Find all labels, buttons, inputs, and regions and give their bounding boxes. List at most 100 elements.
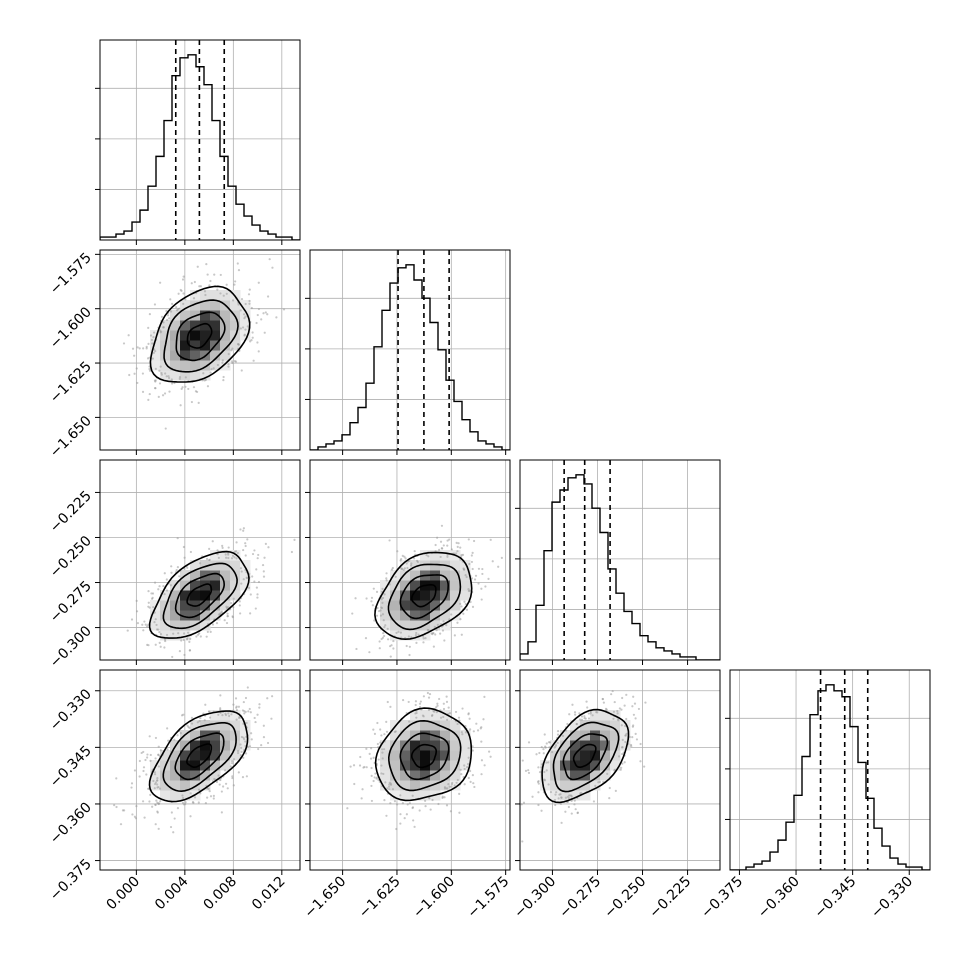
scatter-point (224, 769, 227, 772)
scatter-point (225, 605, 228, 608)
scatter-point (439, 716, 443, 719)
scatter-point (182, 638, 185, 642)
scatter-point (239, 567, 243, 570)
scatter-point (467, 587, 470, 591)
scatter-point (230, 557, 234, 560)
scatter-point (271, 266, 274, 269)
scatter-point (275, 316, 278, 319)
scatter-point (613, 769, 616, 772)
scatter-point (154, 823, 157, 826)
scatter-point (413, 825, 416, 828)
density-cell (150, 780, 161, 791)
scatter-point (257, 350, 260, 353)
scatter-point (527, 769, 530, 772)
density-cell (590, 770, 601, 781)
density-cell (450, 730, 461, 741)
density-cell (180, 370, 191, 381)
density-cell (210, 750, 221, 761)
scatter-point (147, 326, 150, 329)
scatter-point (379, 614, 383, 617)
density-cell (200, 560, 211, 571)
scatter-point (221, 359, 224, 362)
scatter-point (375, 590, 379, 593)
scatter-point (475, 722, 478, 725)
scatter-point (480, 740, 483, 743)
scatter-point (212, 794, 215, 798)
density-cell (380, 740, 391, 751)
scatter-point (614, 789, 617, 792)
scatter-point (153, 782, 157, 786)
scatter-point (179, 732, 182, 735)
hist-panel-0 (95, 39, 301, 245)
scatter-point (396, 550, 399, 553)
scatter-point (172, 632, 175, 635)
scatter-point (441, 796, 444, 800)
scatter-point (166, 727, 169, 730)
scatter-point (205, 635, 208, 638)
scatter-point (426, 628, 429, 632)
scatter-point (379, 741, 382, 744)
scatter-point (208, 284, 211, 287)
scatter-point (567, 805, 570, 809)
scatter-point (430, 714, 434, 718)
density-cell (200, 360, 211, 371)
scatter-point (365, 597, 368, 600)
density-cell (200, 300, 211, 311)
scatter-point (631, 705, 634, 708)
density-cell (450, 720, 461, 731)
density-cell (410, 720, 421, 731)
scatter-point (538, 770, 542, 774)
density-cell (610, 730, 621, 741)
scatter-point (462, 612, 465, 615)
scatter-point (198, 562, 202, 565)
contour-2 (387, 719, 462, 792)
scatter-point (239, 612, 242, 615)
density-cell (190, 350, 201, 361)
scatter-point (405, 644, 408, 648)
scatter-point (643, 765, 646, 768)
scatter-point (633, 702, 637, 705)
scatter-point (364, 636, 368, 640)
scatter-point (436, 702, 439, 705)
scatter-point (388, 788, 391, 791)
density-cell (450, 740, 461, 751)
density-cell (160, 360, 171, 371)
density-cell (570, 780, 581, 791)
scatter-point (385, 730, 389, 733)
scatter-point (445, 695, 448, 698)
scatter-point (472, 730, 475, 733)
scatter-point (445, 804, 449, 807)
density-cell (180, 340, 191, 351)
scatter-point (365, 766, 368, 769)
scatter-point (481, 567, 484, 571)
density-cell (460, 560, 471, 571)
density-cell (210, 570, 221, 581)
scatter-point (217, 613, 221, 616)
scatter-point (262, 312, 265, 315)
scatter-point (219, 694, 222, 697)
scatter-point (162, 584, 165, 588)
density-cell (410, 580, 421, 591)
contour-2 (387, 563, 462, 631)
scatter-point (621, 762, 624, 765)
scatter-point (459, 618, 462, 621)
density-cell (170, 790, 181, 801)
scatter-point (380, 598, 383, 601)
scatter-point (399, 794, 402, 797)
scatter-point (436, 623, 439, 626)
scatter-point (405, 562, 408, 565)
scatter-point (390, 644, 393, 647)
scatter-point (391, 566, 394, 570)
scatter-point (181, 386, 184, 389)
x-tick-label: −1.575 (465, 874, 513, 922)
scatter-point (189, 792, 192, 795)
scatter-point (625, 717, 628, 721)
scatter-point (150, 597, 154, 600)
scatter-point (211, 540, 214, 543)
scatter-point (258, 706, 261, 709)
scatter-point (113, 803, 116, 807)
scatter-point (587, 717, 591, 720)
density-cell (390, 790, 401, 801)
scatter-point (405, 813, 408, 816)
scatter-point (489, 755, 492, 758)
